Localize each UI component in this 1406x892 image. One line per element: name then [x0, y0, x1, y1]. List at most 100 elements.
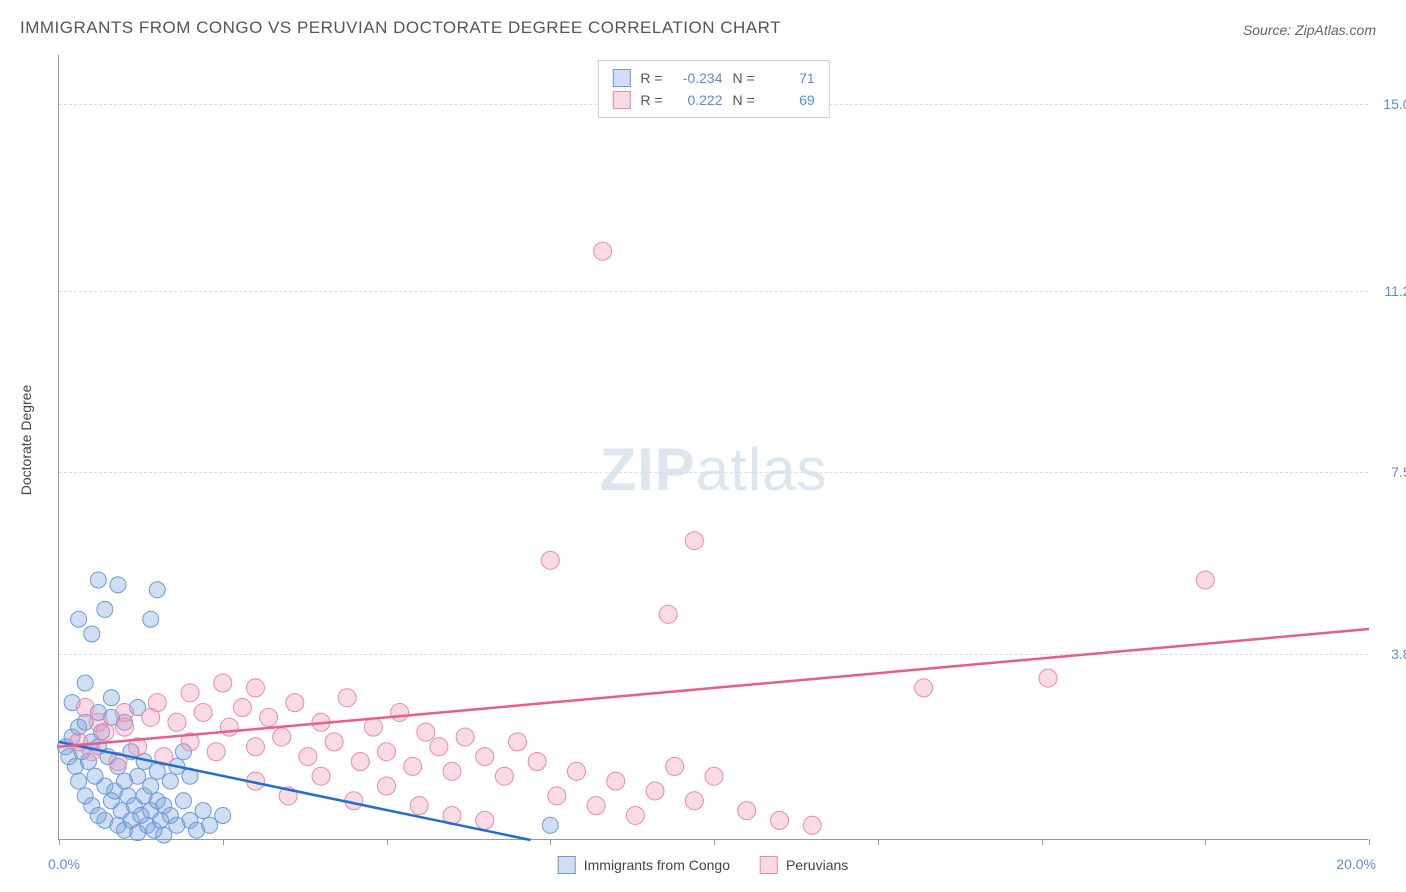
data-point: [1196, 571, 1214, 589]
x-tick: [550, 839, 551, 845]
data-point: [738, 802, 756, 820]
data-point: [110, 577, 126, 593]
n-label: N =: [733, 92, 755, 108]
data-point: [391, 703, 409, 721]
data-point: [90, 572, 106, 588]
data-point: [378, 777, 396, 795]
chart-title: IMMIGRANTS FROM CONGO VS PERUVIAN DOCTOR…: [20, 18, 781, 38]
data-point: [685, 532, 703, 550]
r-value-2: 0.222: [673, 92, 723, 108]
data-point: [247, 679, 265, 697]
r-label: R =: [640, 92, 662, 108]
data-point: [84, 626, 100, 642]
x-tick: [223, 839, 224, 845]
data-point: [162, 773, 178, 789]
data-point: [567, 762, 585, 780]
x-tick: [1205, 839, 1206, 845]
data-point: [220, 718, 238, 736]
n-value-1: 71: [765, 70, 815, 86]
data-point: [215, 807, 231, 823]
data-point: [410, 797, 428, 815]
data-point: [286, 694, 304, 712]
data-point: [130, 768, 146, 784]
data-point: [156, 827, 172, 843]
data-point: [260, 708, 278, 726]
legend-label-2: Peruvians: [786, 857, 848, 873]
n-label: N =: [733, 70, 755, 86]
legend-item-1: Immigrants from Congo: [558, 856, 730, 874]
y-axis-label: Doctorate Degree: [18, 385, 34, 496]
data-point: [378, 743, 396, 761]
data-point: [705, 767, 723, 785]
data-point: [548, 787, 566, 805]
data-point: [77, 675, 93, 691]
y-tick-label: 7.5%: [1391, 464, 1406, 480]
data-point: [181, 684, 199, 702]
swatch-series-1: [558, 856, 576, 874]
y-tick-label: 11.2%: [1384, 283, 1406, 299]
x-tick: [878, 839, 879, 845]
r-value-1: -0.234: [673, 70, 723, 86]
data-point: [528, 753, 546, 771]
x-tick: [714, 839, 715, 845]
x-origin-label: 0.0%: [48, 856, 80, 872]
data-point: [149, 582, 165, 598]
data-point: [233, 699, 251, 717]
data-point: [771, 811, 789, 829]
x-tick: [1042, 839, 1043, 845]
data-point: [456, 728, 474, 746]
legend-stats: R = -0.234 N = 71 R = 0.222 N = 69: [597, 60, 829, 118]
n-value-2: 69: [765, 92, 815, 108]
data-point: [71, 611, 87, 627]
data-point: [476, 811, 494, 829]
data-point: [214, 674, 232, 692]
data-point: [148, 694, 166, 712]
data-point: [97, 601, 113, 617]
data-point: [175, 793, 191, 809]
data-point: [338, 689, 356, 707]
legend-stats-row-2: R = 0.222 N = 69: [612, 89, 814, 111]
data-point: [195, 803, 211, 819]
y-tick-label: 15.0%: [1383, 96, 1406, 112]
r-label: R =: [640, 70, 662, 86]
legend-item-2: Peruvians: [760, 856, 848, 874]
data-point: [594, 242, 612, 260]
data-point: [685, 792, 703, 810]
data-point: [168, 713, 186, 731]
swatch-series-2: [612, 91, 630, 109]
data-point: [273, 728, 291, 746]
x-tick: [59, 839, 60, 845]
data-point: [915, 679, 933, 697]
data-point: [495, 767, 513, 785]
data-point: [71, 773, 87, 789]
plot-area: ZIPatlas 3.8%7.5%11.2%15.0% R = -0.234 N…: [58, 55, 1368, 840]
data-point: [143, 778, 159, 794]
data-point: [103, 690, 119, 706]
data-point: [89, 713, 107, 731]
data-point: [312, 767, 330, 785]
data-point: [541, 551, 559, 569]
data-point: [666, 757, 684, 775]
x-tick: [1369, 839, 1370, 845]
data-point: [143, 611, 159, 627]
data-point: [646, 782, 664, 800]
data-point: [299, 748, 317, 766]
scatter-svg: [59, 55, 1368, 839]
data-point: [607, 772, 625, 790]
data-point: [659, 605, 677, 623]
legend-label-1: Immigrants from Congo: [584, 857, 730, 873]
swatch-series-2: [760, 856, 778, 874]
data-point: [587, 797, 605, 815]
legend-stats-row-1: R = -0.234 N = 71: [612, 67, 814, 89]
data-point: [202, 817, 218, 833]
data-point: [430, 738, 448, 756]
data-point: [364, 718, 382, 736]
data-point: [803, 816, 821, 834]
data-point: [194, 703, 212, 721]
legend-series: Immigrants from Congo Peruvians: [558, 856, 849, 874]
data-point: [476, 748, 494, 766]
data-point: [325, 733, 343, 751]
data-point: [247, 738, 265, 756]
y-tick-label: 3.8%: [1391, 646, 1406, 662]
data-point: [351, 753, 369, 771]
